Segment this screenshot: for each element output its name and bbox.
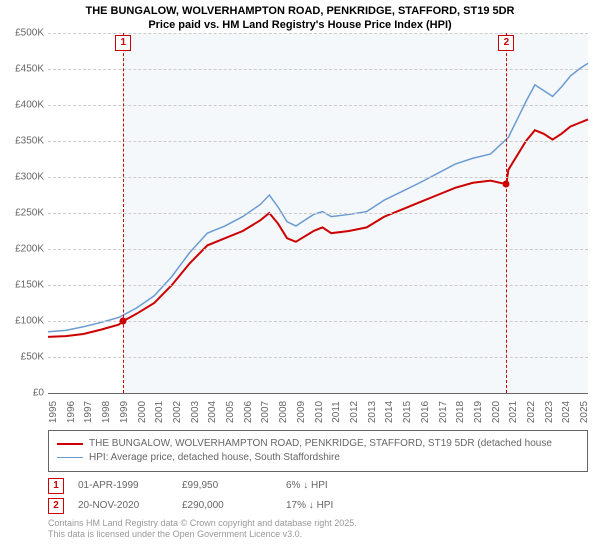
sale-row-badge: 1: [48, 478, 64, 494]
legend-item: THE BUNGALOW, WOLVERHAMPTON ROAD, PENKRI…: [57, 437, 579, 451]
title-line-1: THE BUNGALOW, WOLVERHAMPTON ROAD, PENKRI…: [85, 5, 514, 17]
chart-container: THE BUNGALOW, WOLVERHAMPTON ROAD, PENKRI…: [0, 0, 600, 560]
x-tick-label: 2008: [278, 400, 289, 422]
y-tick-label: £450K: [0, 63, 44, 74]
x-tick-label: 2019: [473, 400, 484, 422]
sale-date: 01-APR-1999: [78, 480, 168, 491]
attribution: Contains HM Land Registry data © Crown c…: [48, 518, 588, 541]
y-tick-label: £300K: [0, 171, 44, 182]
x-tick-label: 1998: [101, 400, 112, 422]
x-tick-label: 2024: [561, 400, 572, 422]
x-tick-label: 2025: [579, 400, 590, 422]
sale-row-badge: 2: [48, 498, 64, 514]
x-tick-label: 2004: [207, 400, 218, 422]
y-tick-label: £400K: [0, 99, 44, 110]
legend-swatch: [57, 443, 83, 445]
x-tick-label: 2011: [331, 401, 342, 423]
x-tick-label: 2002: [172, 400, 183, 422]
sales-table: 1 01-APR-1999 £99,950 6% ↓ HPI 2 20-NOV-2020 £…: [48, 478, 588, 514]
x-tick-label: 2007: [260, 400, 271, 422]
y-tick-label: £250K: [0, 207, 44, 218]
sale-marker-line: [123, 33, 124, 393]
x-tick-label: 2003: [190, 400, 201, 422]
sale-delta: 6% ↓ HPI: [286, 480, 376, 491]
sale-row: 1 01-APR-1999 £99,950 6% ↓ HPI: [48, 478, 588, 494]
sale-date: 20-NOV-2020: [78, 500, 168, 511]
x-tick-label: 2000: [137, 400, 148, 422]
x-tick-label: 2021: [508, 400, 519, 422]
y-tick-label: £500K: [0, 27, 44, 38]
y-tick-label: £150K: [0, 279, 44, 290]
x-tick-label: 2013: [367, 400, 378, 422]
sale-marker-line: [506, 33, 507, 393]
sale-row: 2 20-NOV-2020 £290,000 17% ↓ HPI: [48, 498, 588, 514]
x-tick-label: 2020: [491, 400, 502, 422]
attribution-line-2: This data is licensed under the Open Gov…: [48, 529, 302, 539]
x-tick-label: 2001: [154, 400, 165, 422]
x-tick-label: 2010: [314, 400, 325, 422]
x-tick-label: 2022: [526, 400, 537, 422]
sale-marker-badge: 2: [498, 35, 514, 51]
x-tick-label: 2005: [225, 400, 236, 422]
chart-title: THE BUNGALOW, WOLVERHAMPTON ROAD, PENKRI…: [0, 0, 600, 33]
sale-delta: 17% ↓ HPI: [286, 500, 376, 511]
sale-marker-badge: 1: [115, 35, 131, 51]
x-tick-label: 1996: [66, 400, 77, 422]
title-line-2: Price paid vs. HM Land Registry's House …: [148, 19, 451, 31]
x-tick-label: 1999: [119, 400, 130, 422]
y-tick-label: £100K: [0, 315, 44, 326]
attribution-line-1: Contains HM Land Registry data © Crown c…: [48, 518, 357, 528]
x-tick-label: 2016: [420, 400, 431, 422]
x-tick-label: 2023: [544, 400, 555, 422]
x-tick-label: 1995: [48, 400, 59, 422]
legend-swatch: [57, 457, 83, 459]
x-tick-label: 2017: [438, 400, 449, 422]
x-tick-label: 2009: [296, 400, 307, 422]
y-tick-label: £200K: [0, 243, 44, 254]
y-tick-label: £50K: [0, 351, 44, 362]
x-tick-label: 2014: [384, 400, 395, 422]
legend-label: HPI: Average price, detached house, Sout…: [89, 451, 340, 465]
sale-price: £99,950: [182, 480, 272, 491]
sale-point: [120, 317, 127, 324]
y-tick-label: £350K: [0, 135, 44, 146]
x-tick-label: 2012: [349, 400, 360, 422]
x-tick-label: 2018: [455, 400, 466, 422]
legend-label: THE BUNGALOW, WOLVERHAMPTON ROAD, PENKRI…: [89, 437, 552, 451]
sale-point: [503, 180, 510, 187]
plot-area: £0£50K£100K£150K£200K£250K£300K£350K£400…: [48, 33, 588, 394]
x-tick-label: 2015: [402, 400, 413, 422]
x-tick-label: 2006: [243, 400, 254, 422]
legend-item: HPI: Average price, detached house, Sout…: [57, 451, 579, 465]
sale-price: £290,000: [182, 500, 272, 511]
y-tick-label: £0: [0, 387, 44, 398]
x-tick-label: 1997: [83, 400, 94, 422]
legend: THE BUNGALOW, WOLVERHAMPTON ROAD, PENKRI…: [48, 430, 588, 472]
